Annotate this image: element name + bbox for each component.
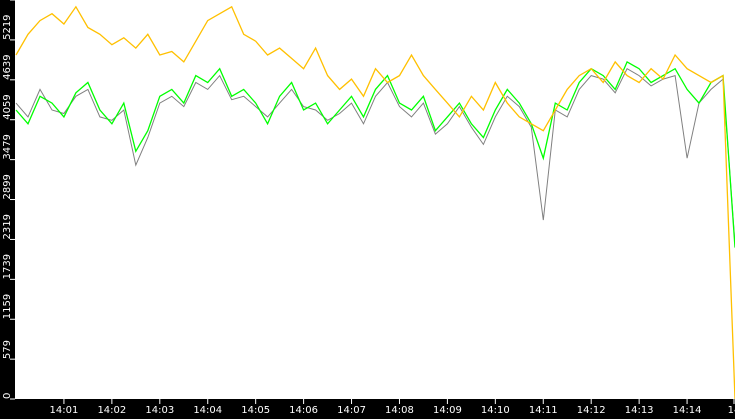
x-tick-label: 14:05 [241,405,270,415]
x-tick-label: 14:13 [625,405,654,415]
x-tick-label: 14:08 [385,405,414,415]
x-tick-label: 14 [728,405,735,415]
x-tick-label: 14:01 [50,405,79,415]
y-tick-label: 2319 [2,214,13,239]
y-tick-label: 4059 [2,94,13,119]
x-tick-label: 14:04 [193,405,222,415]
plot-area [15,0,735,399]
y-tick-label: 5219 [2,14,13,39]
x-tick-label: 14:03 [145,405,174,415]
y-axis: 0579115917392319289934794059463952195799 [2,0,15,400]
x-tick-label: 14:02 [97,405,126,415]
y-tick-label: 3479 [2,134,13,159]
y-tick-label: 4639 [2,54,13,79]
series-line-2 [15,5,735,400]
y-tick-label: 1159 [2,294,13,319]
series-line-1 [15,60,735,248]
y-tick-label: 579 [2,340,13,359]
y-tick-label: 0 [2,393,13,399]
x-tick-label: 14:07 [337,405,366,415]
x-axis: 14:01 14:02 14:03 14:04 14:05 14:06 14:07 14:08… [50,399,735,416]
x-tick-label: 14:06 [289,405,318,415]
y-tick-label: 2899 [2,174,13,199]
y-tick-label: 1739 [2,254,13,279]
series-layer [15,5,735,400]
x-tick-label: 14:11 [529,405,558,415]
x-tick-label: 14:12 [577,405,606,415]
x-tick-label: 14:10 [481,405,510,415]
x-tick-label: 14:14 [673,405,702,415]
x-tick-label: 14:09 [433,405,462,415]
series-line-0 [15,68,735,245]
